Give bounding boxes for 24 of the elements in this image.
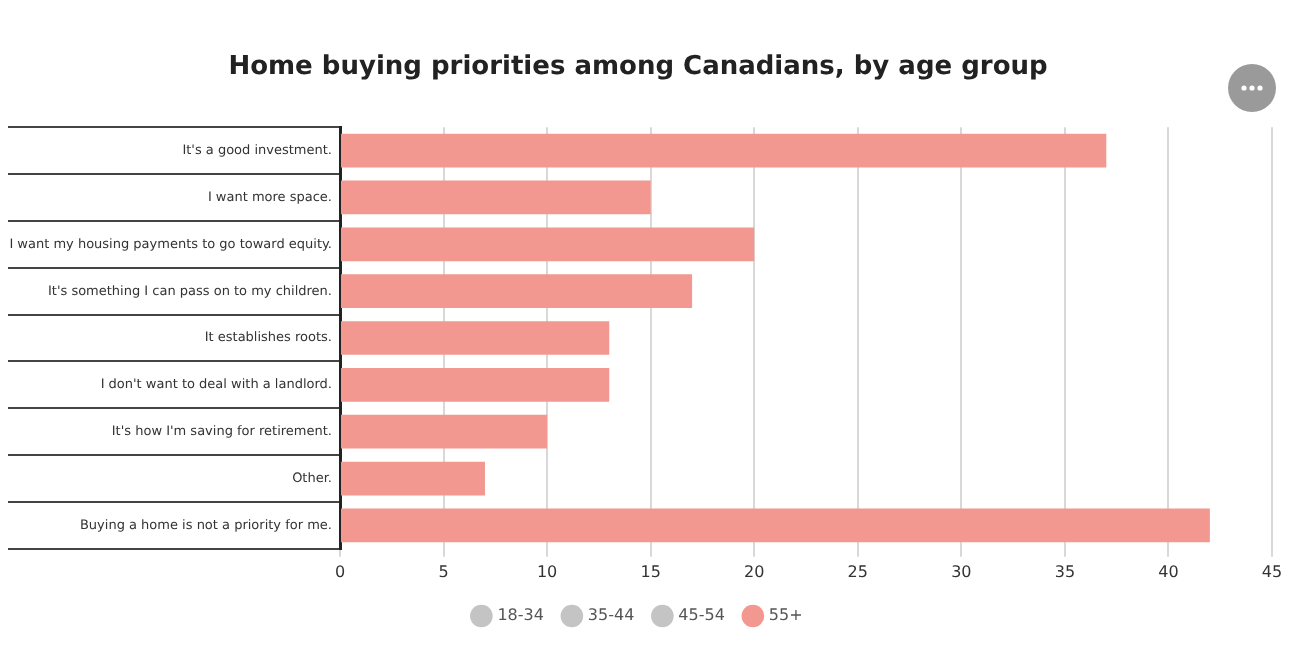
bar [341,367,610,402]
chart-title: Home buying priorities among Canadians, by age group [228,52,1048,83]
legend-label: 45-54 [678,606,725,625]
x-tick-label: 25 [847,562,868,581]
x-tick-label: 10 [536,562,558,581]
legend-label: 55+ [768,606,803,625]
legend-label: 35-44 [587,606,635,625]
x-tick-label: 40 [1158,562,1179,581]
bar [341,274,693,309]
x-tick-label: 35 [1054,562,1076,581]
bar [341,133,1107,168]
bar [341,461,485,496]
legend-label: 18-34 [497,606,544,625]
bar [341,321,610,355]
x-tick-label: 45 [1261,562,1283,581]
bar [341,414,548,449]
x-tick-label: 15 [640,562,661,581]
x-tick-label: 30 [951,562,972,581]
x-tick-label: 5 [438,562,449,581]
x-tick-label: 20 [744,562,765,581]
bar [341,508,1210,543]
bar [341,227,755,262]
x-tick-label: 0 [334,562,346,581]
bar [341,180,651,215]
